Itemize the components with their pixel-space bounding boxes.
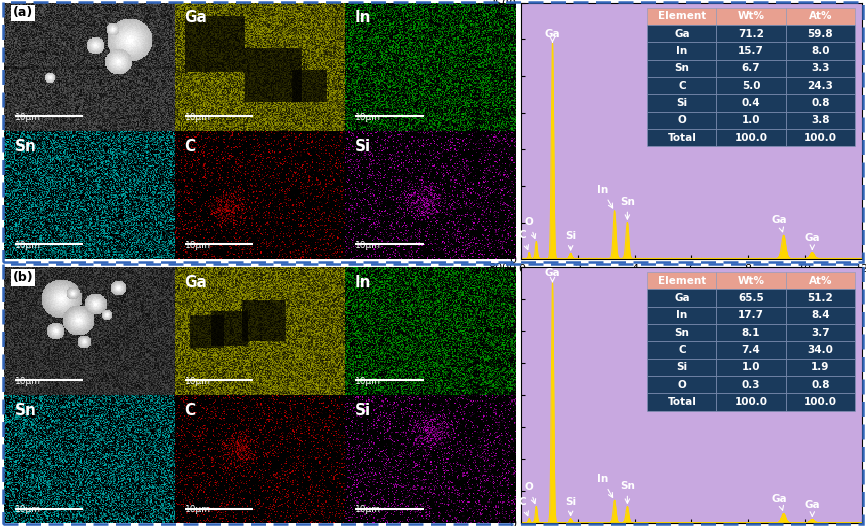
Text: 10μm: 10μm xyxy=(15,113,41,122)
Text: Ga: Ga xyxy=(772,216,787,232)
Text: O: O xyxy=(525,482,536,503)
Text: 10μm: 10μm xyxy=(184,113,210,122)
Text: C: C xyxy=(184,403,196,418)
Text: 10μm: 10μm xyxy=(355,505,381,514)
Text: In: In xyxy=(355,275,372,289)
Text: C: C xyxy=(519,497,528,516)
Text: In: In xyxy=(597,474,612,498)
Text: Ga: Ga xyxy=(545,28,560,42)
Text: Sn: Sn xyxy=(15,403,36,418)
Text: Si: Si xyxy=(355,403,371,418)
X-axis label: Energy/keV: Energy/keV xyxy=(652,279,731,292)
Text: Sn: Sn xyxy=(15,138,36,154)
Y-axis label: Intensity/a.u.: Intensity/a.u. xyxy=(469,348,482,442)
Text: Ga: Ga xyxy=(772,494,787,510)
Text: Ga: Ga xyxy=(545,268,560,282)
Text: Sn: Sn xyxy=(620,197,635,219)
Text: 10μm: 10μm xyxy=(184,241,210,250)
Text: Si: Si xyxy=(565,231,576,250)
Text: (b): (b) xyxy=(13,271,34,284)
Text: C: C xyxy=(184,138,196,154)
Text: O: O xyxy=(525,217,536,238)
Text: Si: Si xyxy=(355,138,371,154)
Text: (a): (a) xyxy=(13,6,33,19)
Text: 10μm: 10μm xyxy=(355,377,381,386)
Text: Ga: Ga xyxy=(184,11,208,25)
Text: Ga: Ga xyxy=(184,275,208,289)
Text: 10μm: 10μm xyxy=(355,113,381,122)
Text: C: C xyxy=(519,230,528,249)
Y-axis label: Intensity/a.u.: Intensity/a.u. xyxy=(469,84,482,178)
Text: Ga: Ga xyxy=(805,233,820,249)
Text: In: In xyxy=(355,11,372,25)
Text: Sn: Sn xyxy=(620,481,635,503)
Text: Ga: Ga xyxy=(805,500,820,516)
Text: Si: Si xyxy=(565,497,576,515)
Text: 10μm: 10μm xyxy=(184,505,210,514)
Text: 10μm: 10μm xyxy=(184,377,210,386)
Text: 10μm: 10μm xyxy=(15,505,41,514)
Text: In: In xyxy=(597,185,612,208)
Text: 10μm: 10μm xyxy=(15,377,41,386)
Text: 10μm: 10μm xyxy=(15,241,41,250)
Text: 10μm: 10μm xyxy=(355,241,381,250)
